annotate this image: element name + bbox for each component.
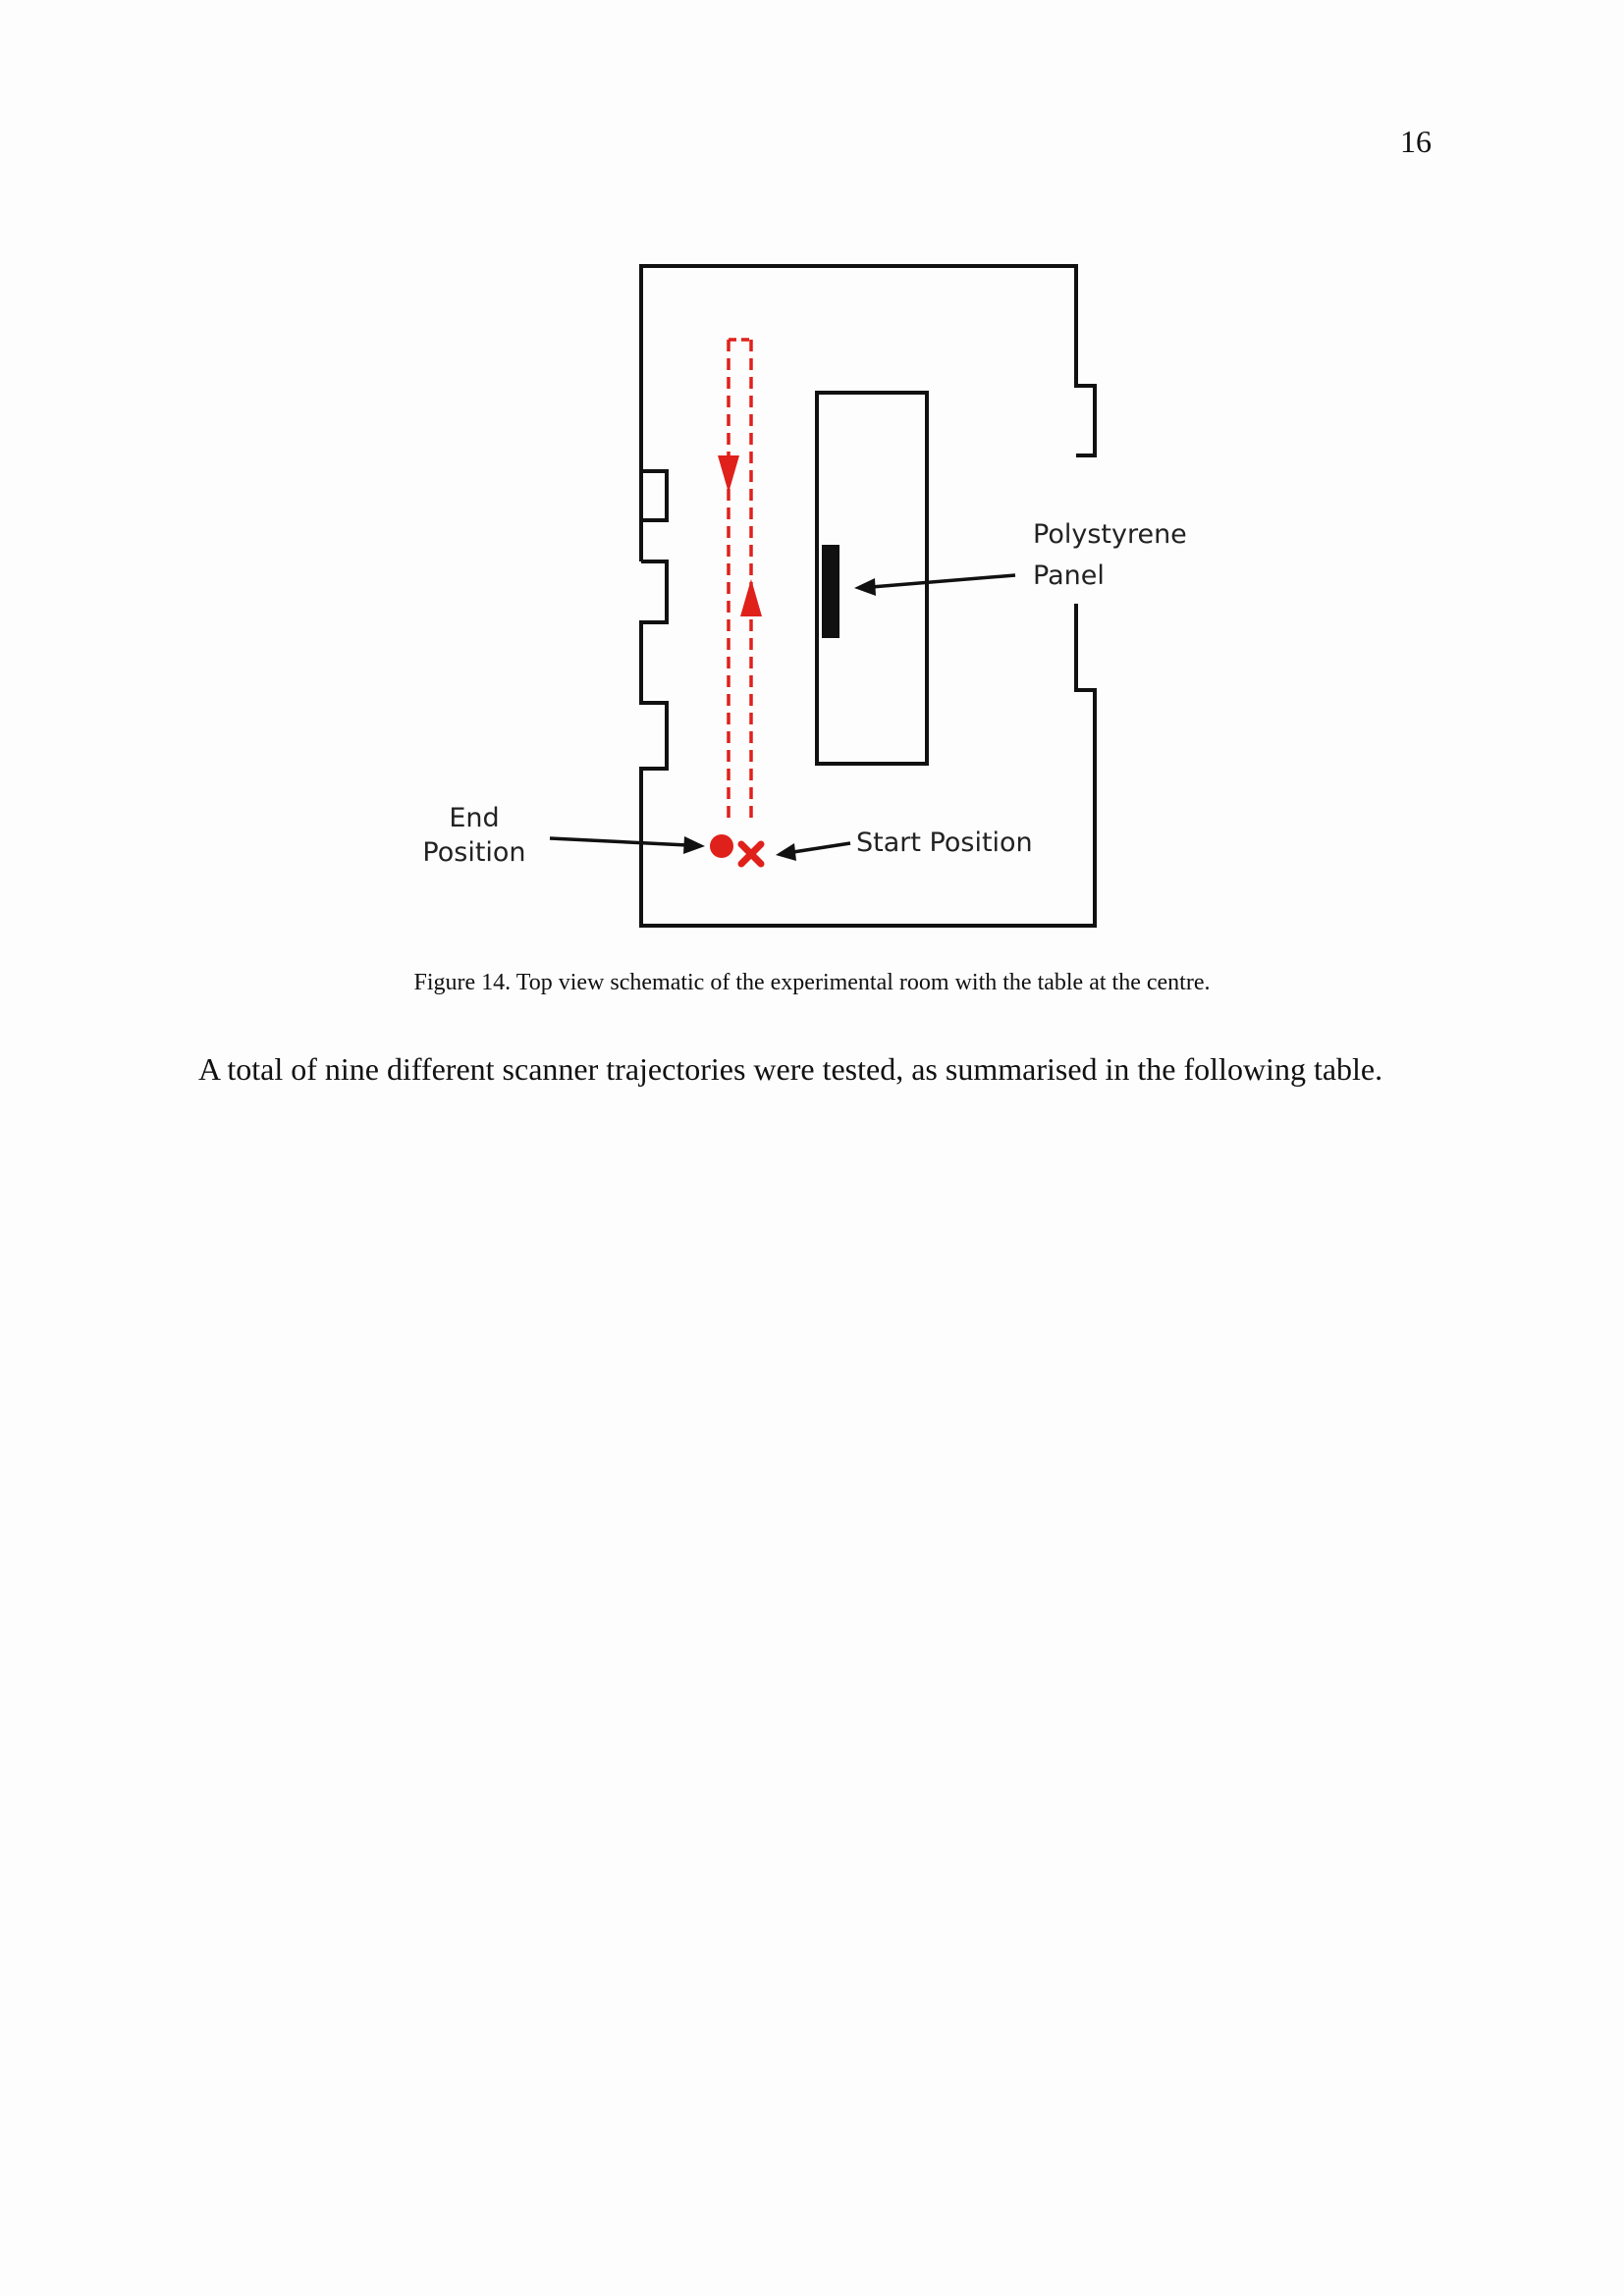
room-outline-lower	[639, 560, 1097, 928]
polystyrene-label-line2: Panel	[1033, 561, 1105, 591]
start-position-arrow-line	[792, 841, 851, 854]
page-number: 16	[1400, 124, 1432, 159]
polystyrene-panel	[822, 545, 839, 638]
end-position-marker	[710, 834, 733, 858]
trajectory-up-arrow	[740, 579, 762, 616]
room-outline-left-upper	[639, 266, 669, 561]
start-position-label: Start Position	[856, 828, 1033, 858]
room-schematic-diagram: Polystyrene Panel End Position Start Pos…	[422, 264, 1187, 928]
end-position-arrow-head	[683, 836, 705, 854]
polystyrene-label-line1: Polystyrene	[1033, 519, 1187, 550]
body-paragraph: A total of nine different scanner trajec…	[198, 1051, 1383, 1087]
figure-caption: Figure 14. Top view schematic of the exp…	[413, 970, 1211, 995]
start-position-arrow-head	[776, 843, 796, 861]
start-position-marker	[737, 840, 765, 868]
room-outline	[639, 264, 1097, 561]
end-position-label-line1: End	[449, 803, 499, 833]
polystyrene-arrow-line	[871, 573, 1016, 589]
trajectory-down-arrow	[718, 455, 739, 493]
table-rectangle	[815, 391, 929, 766]
polystyrene-arrow-head	[854, 578, 876, 596]
end-position-arrow-line	[549, 836, 688, 847]
end-position-label-line2: Position	[422, 837, 525, 868]
room-schematic-figure: Polystyrene Panel End Position Start Pos…	[393, 236, 1257, 952]
